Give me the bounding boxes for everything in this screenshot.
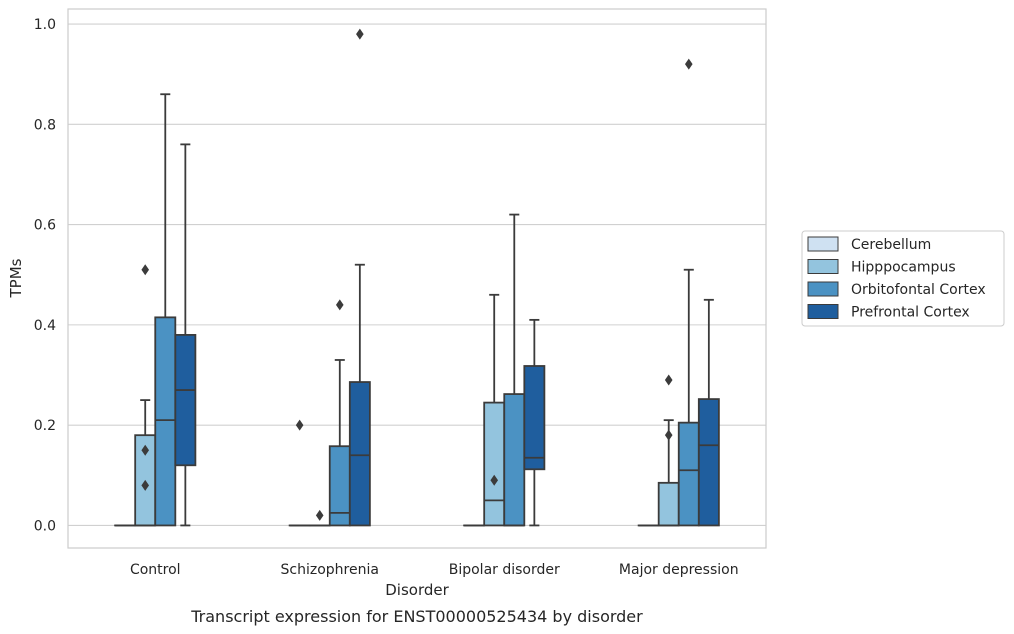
box-body	[523, 365, 546, 471]
box-hipppocampus-3	[657, 374, 680, 527]
legend-label: Hipppocampus	[851, 260, 956, 276]
boxes-layer	[114, 28, 720, 527]
outlier-point	[141, 444, 150, 456]
legend-swatch	[807, 281, 839, 297]
legend-label: Prefrontal Cortex	[851, 305, 970, 321]
box-body	[657, 481, 680, 527]
x-axis-ticks: Control Schizophrenia Bipolar disorder Majo…	[130, 562, 739, 578]
box-body	[174, 334, 197, 467]
chart-caption: Transcript expression for ENST0000052543…	[190, 607, 643, 626]
y-tick-label: 0.8	[34, 117, 56, 133]
box-body	[503, 393, 526, 527]
box-body	[697, 398, 720, 527]
x-tick-label: Schizophrenia	[281, 562, 379, 578]
box-body	[483, 401, 506, 527]
legend: Cerebellum Hipppocampus Orbitofontal Corte…	[801, 230, 1005, 327]
box-prefrontal-cortex-1	[348, 28, 371, 527]
legend-swatch	[807, 304, 839, 319]
y-tick-label: 1.0	[34, 17, 56, 33]
x-axis-label: Disorder	[385, 581, 449, 599]
outlier-point	[664, 429, 673, 441]
legend-swatch	[807, 259, 839, 274]
box-prefrontal-cortex-0	[174, 143, 197, 527]
box-body	[154, 316, 177, 527]
legend-swatch	[807, 236, 839, 252]
y-axis-label: TPMs	[7, 258, 25, 298]
box-prefrontal-cortex-3	[697, 298, 720, 527]
outlier-point	[356, 28, 364, 40]
outlier-point	[664, 374, 673, 386]
y-tick-label: 0.4	[34, 318, 56, 334]
legend-label: Orbitofontal Cortex	[851, 282, 986, 298]
x-tick-label: Major depression	[619, 562, 739, 578]
outlier-point	[684, 58, 693, 70]
legend-label: Cerebellum	[851, 237, 931, 253]
outlier-point	[141, 479, 150, 491]
box-body	[677, 421, 700, 527]
outlier-point	[335, 299, 344, 311]
box-orbitofontal-cortex-1	[328, 299, 351, 527]
legend-frame	[801, 230, 1005, 327]
x-tick-label: Bipolar disorder	[449, 562, 560, 578]
box-orbitofontal-cortex-0	[154, 93, 177, 527]
outlier-point	[315, 509, 324, 521]
outlier-point	[141, 264, 150, 276]
box-prefrontal-cortex-2	[523, 318, 546, 527]
box-hipppocampus-2	[483, 293, 506, 527]
outlier-point	[490, 474, 499, 486]
y-tick-label: 0.2	[34, 418, 56, 434]
y-tick-label: 0.6	[34, 218, 56, 234]
y-axis-ticks: 0.0 0.2 0.4 0.6 0.8 1.0	[34, 17, 56, 534]
x-tick-label: Control	[130, 562, 181, 578]
plot-frame	[67, 8, 767, 549]
outlier-point	[295, 419, 304, 431]
box-hipppocampus-1	[308, 509, 331, 527]
box-body	[348, 381, 371, 527]
y-tick-label: 0.0	[34, 518, 56, 534]
